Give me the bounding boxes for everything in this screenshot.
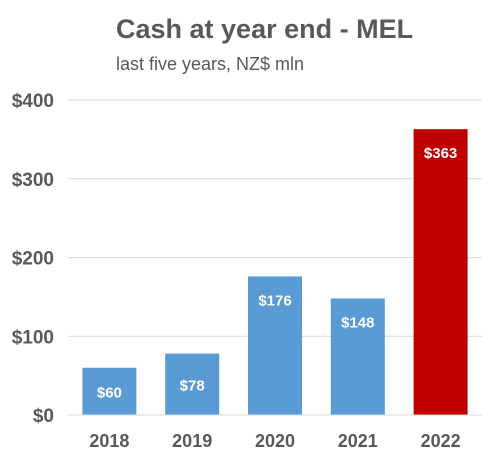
bar-2019 (165, 353, 220, 415)
y-tick-label: $100 (12, 327, 54, 348)
data-label: $78 (180, 377, 205, 394)
data-label: $148 (341, 314, 374, 331)
x-tick-label: 2019 (172, 431, 212, 451)
data-label: $176 (258, 292, 291, 309)
y-tick-label: $400 (12, 91, 54, 112)
bar-2021 (330, 298, 385, 415)
x-tick-label: 2018 (89, 431, 129, 451)
y-tick-label: $200 (12, 249, 54, 270)
bar-2022 (413, 129, 468, 415)
data-label: $60 (97, 384, 122, 401)
x-tick-label: 2021 (338, 431, 378, 451)
data-label: $363 (424, 145, 457, 162)
bar-2018 (82, 367, 137, 415)
chart-title: Cash at year end - MEL (116, 14, 414, 44)
chart-subtitle: last five years, NZ$ mln (116, 54, 305, 74)
y-tick-label: $0 (33, 406, 54, 427)
bar-2020 (248, 276, 302, 415)
x-tick-label: 2020 (255, 431, 295, 451)
x-tick-label: 2022 (421, 431, 461, 451)
y-tick-label: $300 (12, 170, 54, 191)
